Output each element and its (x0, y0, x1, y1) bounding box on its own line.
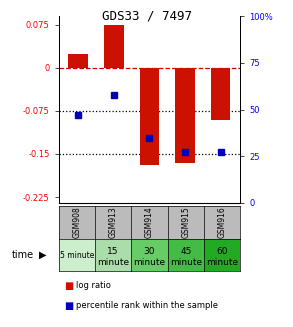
Text: minute: minute (97, 258, 129, 267)
Text: 60: 60 (216, 247, 228, 256)
Text: minute: minute (206, 258, 238, 267)
Text: percentile rank within the sample: percentile rank within the sample (76, 301, 218, 310)
Bar (211, 68, 231, 120)
Text: GSM916: GSM916 (218, 206, 226, 238)
Text: log ratio: log ratio (76, 281, 111, 290)
Text: time: time (12, 250, 34, 260)
Bar (68, 54, 88, 68)
Text: 30: 30 (144, 247, 155, 256)
Text: GSM914: GSM914 (145, 206, 154, 238)
Bar (175, 68, 195, 163)
Bar (140, 68, 159, 165)
Text: GDS33 / 7497: GDS33 / 7497 (101, 10, 192, 23)
Text: 5 minute: 5 minute (59, 250, 94, 260)
Text: 45: 45 (180, 247, 191, 256)
Text: ▶: ▶ (39, 250, 46, 260)
Text: GSM913: GSM913 (109, 206, 117, 238)
Bar (104, 25, 124, 68)
Text: ■: ■ (64, 281, 74, 291)
Text: minute: minute (170, 258, 202, 267)
Text: GSM908: GSM908 (72, 206, 81, 238)
Text: minute: minute (133, 258, 166, 267)
Text: ■: ■ (64, 301, 74, 311)
Text: 15: 15 (107, 247, 119, 256)
Text: GSM915: GSM915 (181, 206, 190, 238)
